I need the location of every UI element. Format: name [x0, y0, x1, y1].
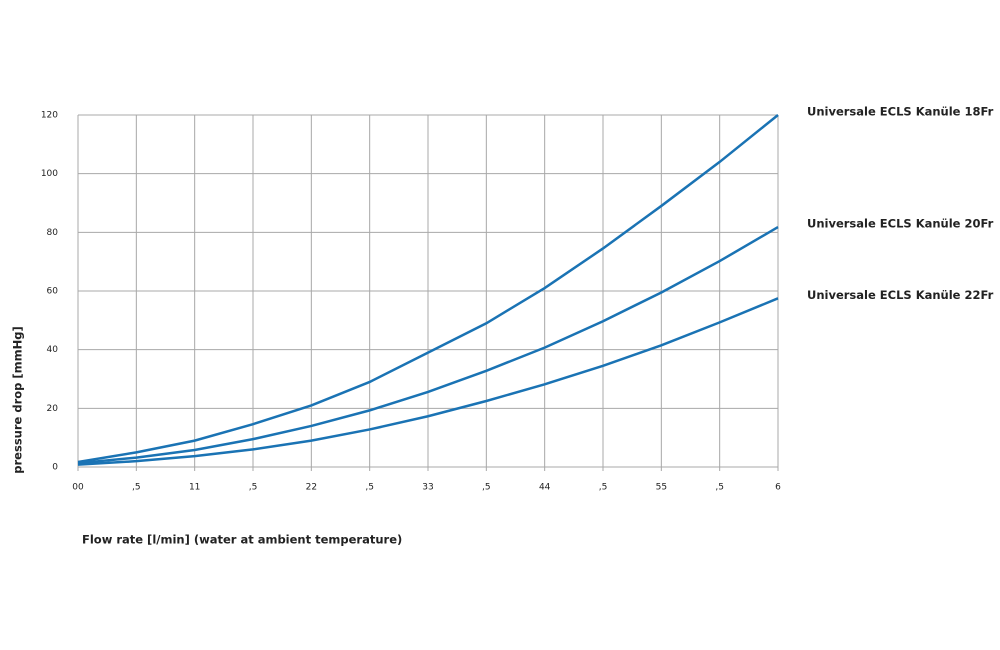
series-line — [77, 297, 779, 466]
series-label: Universale ECLS Kanüle 18Fr — [807, 105, 994, 119]
x-tick-label: ,5 — [599, 483, 608, 493]
x-tick-label: 22 — [306, 483, 317, 493]
x-tick-label: ,5 — [249, 483, 258, 493]
y-tick-label: 80 — [47, 228, 59, 238]
y-tick-label: 40 — [47, 345, 59, 355]
x-tick-label: ,5 — [715, 483, 724, 493]
x-tick-label: 33 — [422, 483, 433, 493]
y-tick-label: 0 — [52, 463, 58, 473]
series-label: Universale ECLS Kanüle 20Fr — [807, 217, 994, 231]
x-tick-label: ,5 — [365, 483, 374, 493]
x-tick-label: 44 — [539, 483, 551, 493]
series-line — [77, 114, 779, 464]
series-line — [77, 225, 779, 465]
x-tick-label: 6 — [775, 483, 781, 493]
x-tick-label: ,5 — [482, 483, 491, 493]
x-tick-label: 55 — [656, 483, 667, 493]
y-tick-label: 60 — [47, 287, 59, 297]
y-tick-label: 120 — [41, 111, 58, 121]
y-tick-label: 100 — [41, 169, 58, 179]
x-tick-label: ,5 — [132, 483, 141, 493]
x-axis-title: Flow rate [l/min] (water at ambient temp… — [82, 533, 402, 547]
y-tick-label: 20 — [47, 404, 59, 414]
x-tick-label: 11 — [189, 483, 200, 493]
y-axis-title: pressure drop [mmHg] — [11, 326, 25, 473]
series-label: Universale ECLS Kanüle 22Fr — [807, 288, 994, 302]
x-tick-label: 00 — [72, 483, 84, 493]
